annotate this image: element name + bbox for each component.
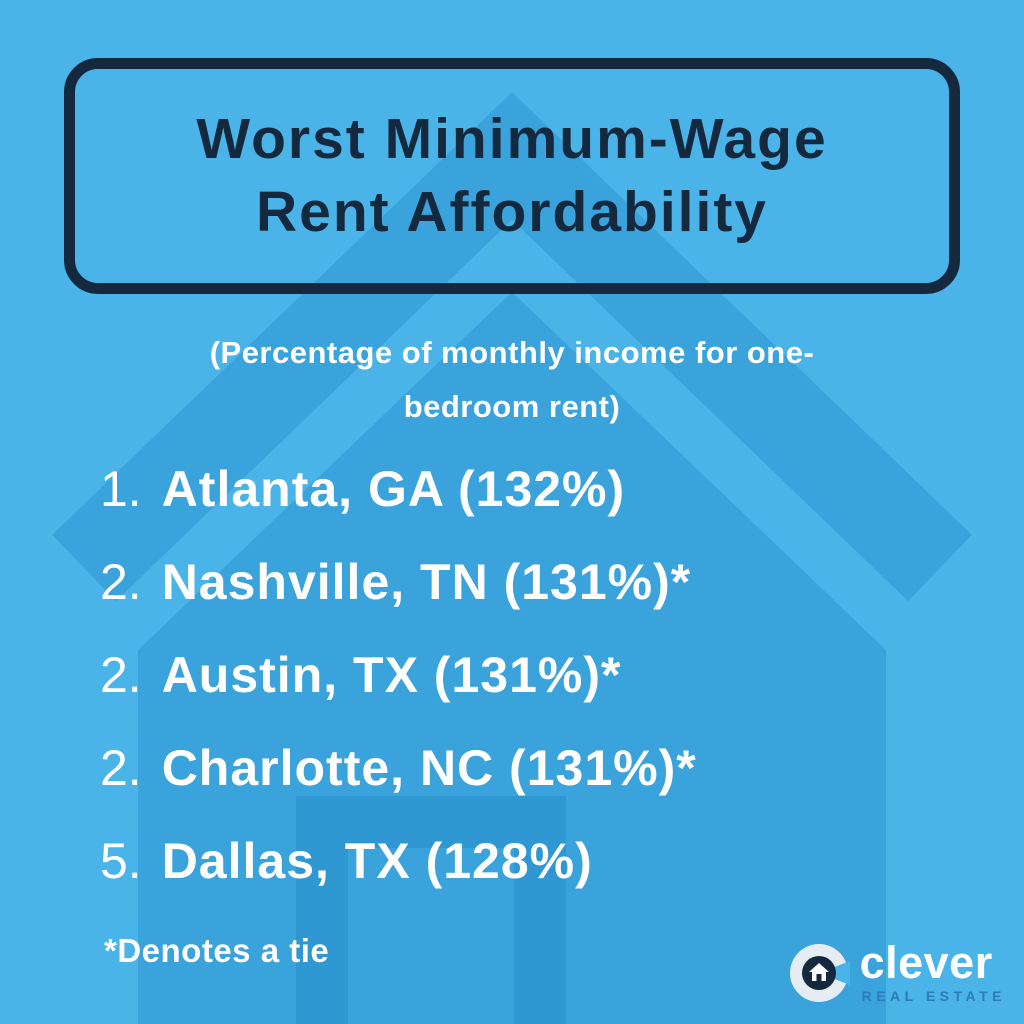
rank-number: 2. xyxy=(100,553,142,610)
subtitle: (Percentage of monthly income for one-be… xyxy=(209,335,815,425)
city-label: Austin, TX (131%)* xyxy=(161,646,622,703)
logo-wordmark: clever xyxy=(859,937,993,989)
ranking-list: 1. Atlanta, GA (132%) 2. Nashville, TN (… xyxy=(100,442,994,907)
list-item: 5. Dallas, TX (128%) xyxy=(100,814,994,907)
logo-text: clever REAL ESTATE xyxy=(859,937,1006,1004)
city-label: Charlotte, NC (131%)* xyxy=(161,739,697,796)
logo-subtext: REAL ESTATE xyxy=(861,987,1006,1004)
list-item: 2. Nashville, TN (131%)* xyxy=(100,535,994,628)
clever-logo: clever REAL ESTATE xyxy=(788,937,1006,1004)
rank-number: 1. xyxy=(100,460,142,517)
list-item: 2. Austin, TX (131%)* xyxy=(100,628,994,721)
city-label: Dallas, TX (128%) xyxy=(161,832,593,889)
subtitle-wrap: (Percentage of monthly income for one-be… xyxy=(0,326,1024,435)
list-item: 1. Atlanta, GA (132%) xyxy=(100,442,994,535)
rank-number: 2. xyxy=(100,739,142,796)
page-title-line-2: Rent Affordability xyxy=(255,180,769,244)
title-card: Worst Minimum-Wage Rent Affordability xyxy=(64,58,960,294)
clever-logo-icon xyxy=(789,944,850,1002)
house-door-icon xyxy=(816,974,822,981)
page-title-line-1: Worst Minimum-Wage xyxy=(196,107,828,172)
list-item: 2. Charlotte, NC (131%)* xyxy=(100,721,994,814)
city-label: Atlanta, GA (132%) xyxy=(161,460,626,517)
tie-footnote: *Denotes a tie xyxy=(104,932,330,969)
rank-number: 5. xyxy=(100,832,142,889)
rank-number: 2. xyxy=(100,646,142,703)
city-label: Nashville, TN (131%)* xyxy=(161,553,692,610)
